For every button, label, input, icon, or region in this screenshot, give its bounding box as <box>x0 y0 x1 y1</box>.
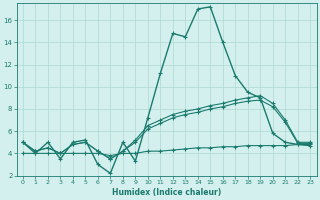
X-axis label: Humidex (Indice chaleur): Humidex (Indice chaleur) <box>112 188 221 197</box>
